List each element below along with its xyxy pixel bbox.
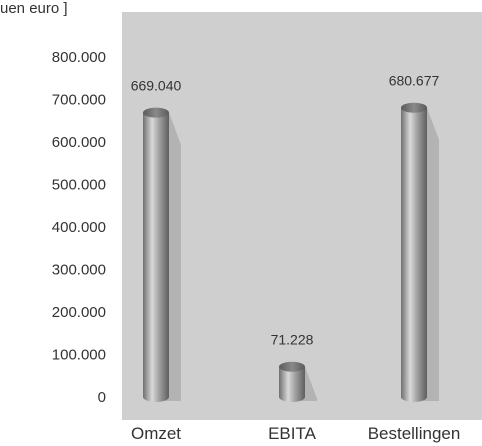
bar-base xyxy=(401,392,427,402)
value-label: 680.677 xyxy=(389,73,440,89)
x-axis: Omzet EBITA Bestellingen xyxy=(131,424,460,443)
bar-base xyxy=(143,392,169,402)
y-tick-label: 200.000 xyxy=(52,304,106,321)
y-tick-label: 600.000 xyxy=(52,134,106,151)
bar-body xyxy=(143,112,169,398)
category-label: Omzet xyxy=(131,424,181,443)
y-tick-label: 500.000 xyxy=(52,177,106,194)
y-tick-label: 100.000 xyxy=(52,347,106,364)
y-axis: 0 100.000 200.000 300.000 400.000 500.000 600.… xyxy=(52,49,106,406)
bar-cap xyxy=(279,361,305,372)
bar-base xyxy=(279,392,305,402)
y-tick-label: 800.000 xyxy=(52,49,106,66)
y-tick-label: 400.000 xyxy=(52,219,106,236)
bar-cap xyxy=(401,102,427,113)
bar-bestellingen xyxy=(401,102,427,402)
y-tick-label: 300.000 xyxy=(52,262,106,279)
y-tick-label: 700.000 xyxy=(52,92,106,109)
value-label: 71.228 xyxy=(271,332,314,348)
category-label: Bestellingen xyxy=(368,424,461,443)
unit-label: uen euro ] xyxy=(0,0,68,17)
category-label: EBITA xyxy=(268,424,317,443)
bar-body xyxy=(401,107,427,397)
value-label: 669.040 xyxy=(131,78,182,94)
value-labels: 669.040 71.228 680.677 xyxy=(131,73,440,348)
y-tick-label: 0 xyxy=(98,389,106,406)
bar-omzet xyxy=(143,107,169,402)
bar-cap xyxy=(143,107,169,118)
bars xyxy=(143,102,427,402)
bar-body xyxy=(279,366,305,397)
bar-ebita xyxy=(279,361,305,402)
